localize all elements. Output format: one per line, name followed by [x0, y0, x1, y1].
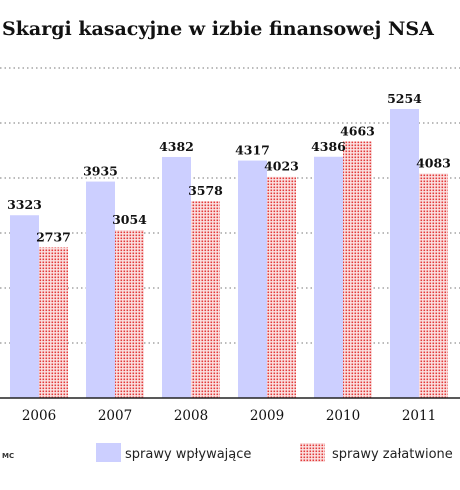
- value-label-resolved-2010: 4663: [340, 124, 375, 139]
- bar-received-2006: [10, 215, 39, 398]
- bar-resolved-2007: [115, 230, 144, 398]
- value-label-resolved-2011: 4083: [416, 155, 451, 170]
- x-tick-label-2007: 2007: [98, 408, 132, 424]
- bar-resolved-2010: [343, 141, 372, 398]
- value-label-resolved-2006: 2737: [36, 229, 71, 244]
- x-tick-label-2011: 2011: [402, 408, 436, 424]
- legend-label-resolved: sprawy załatwione: [332, 447, 453, 462]
- x-tick-label-2009: 2009: [250, 408, 284, 424]
- legend-swatch-received: [96, 443, 121, 462]
- chart-title: Skargi kasacyjne w izbie finansowej NSA: [2, 18, 434, 40]
- x-axis-tick-labels: 2006 2007 2008 2009 2010 2011: [22, 408, 436, 424]
- legend: sprawy wpływające sprawy załatwione: [96, 443, 453, 462]
- value-label-received-2009: 4317: [235, 143, 270, 158]
- value-label-resolved-2008: 3578: [188, 183, 223, 198]
- legend-swatch-resolved: [300, 443, 325, 462]
- value-label-resolved-2009: 4023: [264, 159, 299, 174]
- value-label-received-2010: 4386: [311, 139, 346, 154]
- legend-label-received: sprawy wpływające: [125, 447, 251, 462]
- bar-received-2011: [390, 109, 419, 398]
- bar-received-2009: [238, 160, 267, 398]
- credit-label: MC: [2, 452, 14, 460]
- value-label-received-2006: 3323: [7, 197, 42, 212]
- value-label-received-2008: 4382: [159, 139, 194, 154]
- value-label-resolved-2007: 3054: [112, 212, 147, 227]
- bar-resolved-2006: [39, 247, 68, 398]
- x-tick-label-2006: 2006: [22, 408, 56, 424]
- gridlines: [0, 67, 460, 344]
- bar-resolved-2011: [419, 173, 448, 398]
- value-label-received-2011: 5254: [387, 91, 422, 106]
- bars: [10, 109, 448, 398]
- bar-received-2010: [314, 156, 343, 398]
- bar-received-2008: [162, 156, 191, 398]
- bar-received-2007: [86, 181, 115, 398]
- value-label-received-2007: 3935: [83, 164, 118, 179]
- bar-resolved-2009: [267, 176, 296, 398]
- x-tick-label-2010: 2010: [326, 408, 360, 424]
- x-tick-label-2008: 2008: [174, 408, 208, 424]
- bar-resolved-2008: [191, 201, 220, 398]
